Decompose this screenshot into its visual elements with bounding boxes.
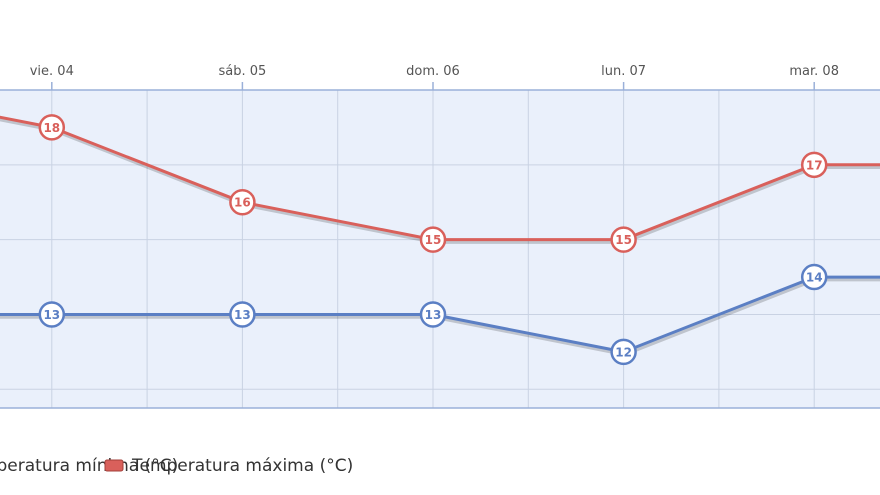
legend-label-max: Temperatura máxima (°C) bbox=[131, 456, 353, 476]
data-point-marker bbox=[419, 301, 447, 328]
data-label: 12 bbox=[615, 345, 632, 359]
x-tick-label: sáb. 05 bbox=[218, 64, 266, 79]
data-point-marker bbox=[229, 301, 256, 328]
legend: Temperatura mínima (°C) Temperatura máxi… bbox=[0, 456, 353, 476]
data-label: 18 bbox=[43, 121, 60, 135]
data-point-marker bbox=[610, 338, 637, 366]
x-axis-ticks: vie. 04 sáb. 05 dom. 06 lun. 07 mar. 08 bbox=[30, 64, 839, 90]
data-point-marker bbox=[229, 188, 256, 216]
data-label: 13 bbox=[43, 308, 60, 322]
x-tick-label: vie. 04 bbox=[30, 64, 74, 79]
data-label: 14 bbox=[806, 271, 823, 285]
series-group: 13 13 13 12 14 18 16 15 15 17 bbox=[0, 114, 880, 366]
data-label: 15 bbox=[425, 233, 442, 247]
data-point-marker bbox=[800, 263, 828, 291]
legend-label-min: Temperatura mínima (°C) bbox=[0, 456, 178, 476]
x-tick-label: mar. 08 bbox=[789, 64, 839, 79]
data-point-marker bbox=[38, 301, 66, 328]
legend-swatch-max bbox=[104, 459, 124, 472]
data-label: 17 bbox=[806, 158, 823, 172]
data-point-marker bbox=[38, 114, 66, 141]
data-point-marker bbox=[800, 151, 828, 179]
data-point-marker bbox=[610, 226, 637, 253]
data-point-marker bbox=[419, 226, 447, 253]
data-label: 15 bbox=[615, 233, 632, 247]
data-label: 13 bbox=[234, 308, 251, 322]
data-label: 16 bbox=[234, 196, 251, 210]
x-tick-label: dom. 06 bbox=[406, 64, 460, 79]
data-label: 13 bbox=[425, 308, 442, 322]
x-tick-label: lun. 07 bbox=[601, 64, 646, 79]
